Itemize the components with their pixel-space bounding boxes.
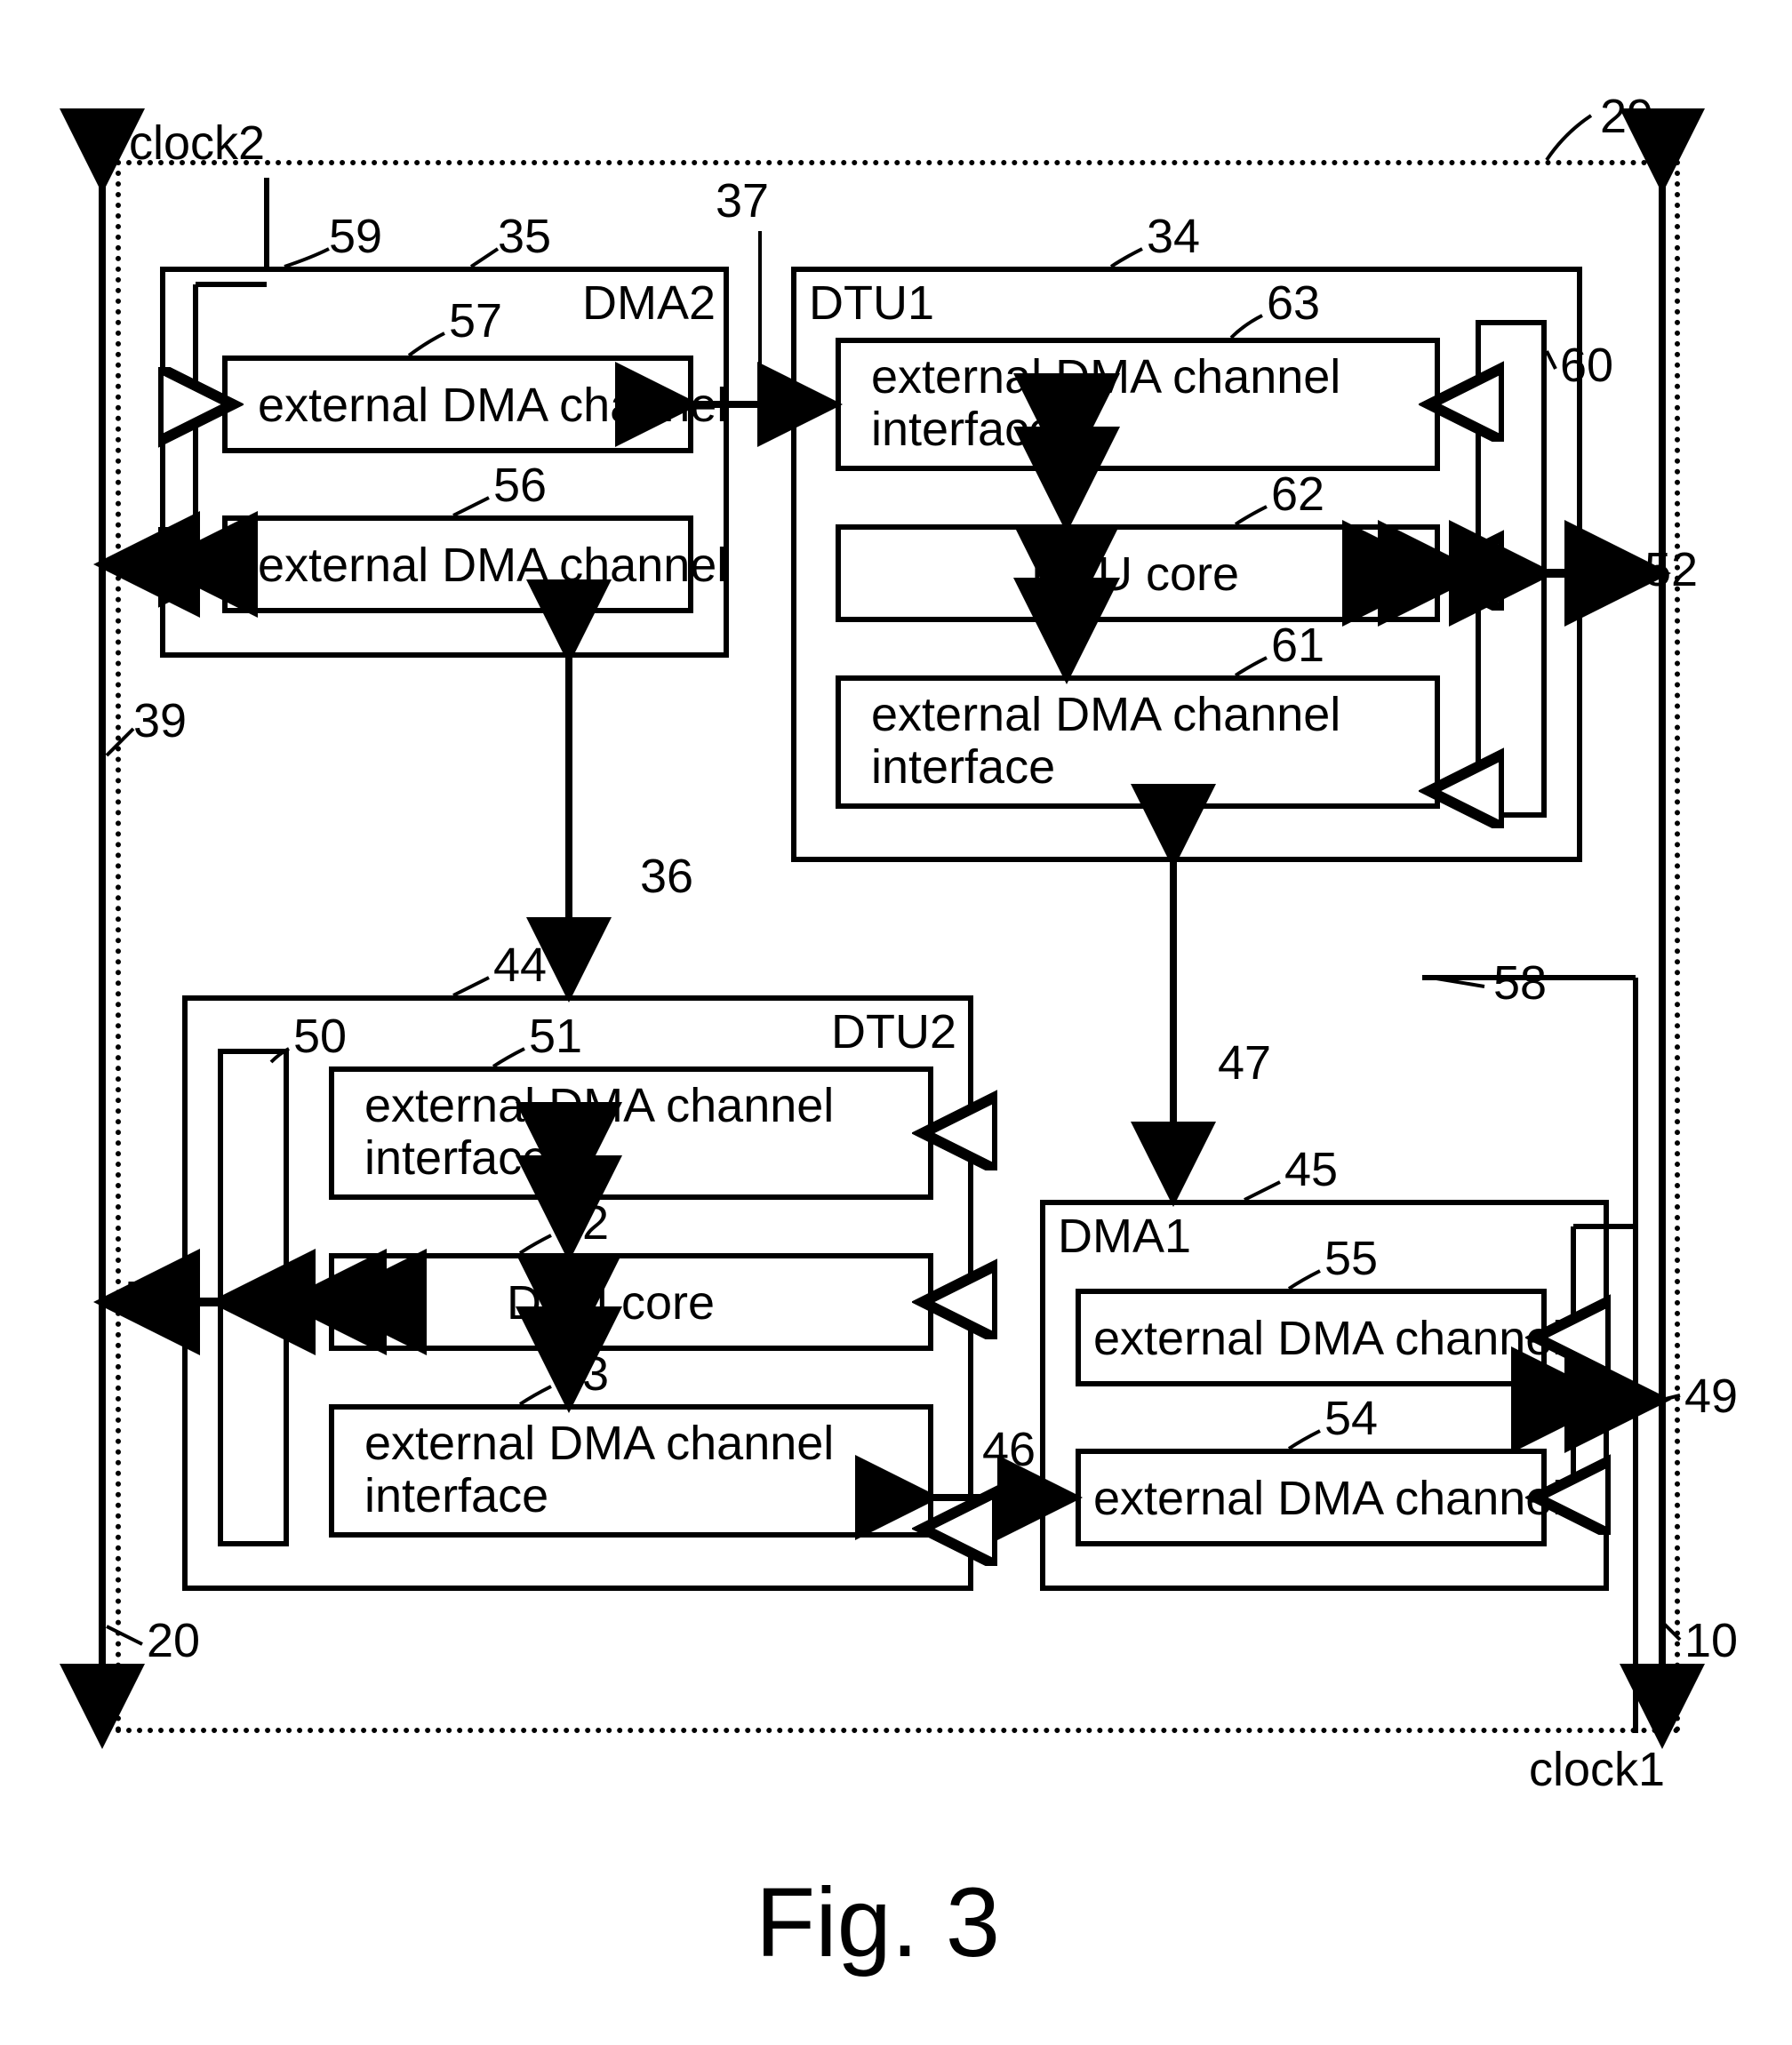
num-20: 20: [147, 1613, 200, 1668]
num-54: 54: [1324, 1391, 1378, 1446]
num-63: 63: [1267, 276, 1320, 331]
num-37: 37: [716, 173, 769, 228]
dtu1-core-label: DAU core: [1031, 547, 1239, 602]
dtu2-title: DTU2: [831, 1004, 956, 1059]
dma1-title: DMA1: [1058, 1209, 1191, 1264]
dtu2-bot-label: external DMA channel interface: [364, 1418, 898, 1523]
num-29: 29: [1600, 89, 1653, 144]
dma1-ch1-label: external DMA channel: [1093, 1311, 1563, 1366]
num-51i: 51: [529, 1009, 582, 1064]
num-61: 61: [1271, 618, 1324, 673]
dtu1-top-label: external DMA channel interface: [871, 351, 1404, 457]
dtu1-title: DTU1: [809, 276, 934, 331]
num-56: 56: [493, 458, 547, 513]
figure-title: Fig. 3: [756, 1866, 1000, 1979]
num-44: 44: [493, 938, 547, 993]
dtu1-bot-label: external DMA channel interface: [871, 689, 1404, 795]
num-35: 35: [498, 209, 551, 264]
dma1-ch2-label: external DMA channel: [1093, 1471, 1563, 1526]
dtu1-iface: [1476, 320, 1547, 818]
dma2-ch2-label: external DMA channel: [258, 538, 727, 593]
dtu2-top-label: external DMA channel interface: [364, 1080, 898, 1186]
num-58: 58: [1493, 955, 1547, 1011]
dma2-title: DMA2: [582, 276, 716, 331]
num-52ext: 52: [1644, 542, 1698, 597]
clock2-label: clock2: [129, 116, 265, 171]
num-50: 50: [293, 1009, 347, 1064]
num-45: 45: [1284, 1142, 1338, 1197]
num-60: 60: [1560, 338, 1613, 393]
num-51ext: 51: [124, 1271, 178, 1326]
num-59: 59: [329, 209, 382, 264]
num-57: 57: [449, 293, 502, 348]
num-47: 47: [1218, 1035, 1271, 1090]
num-62: 62: [1271, 467, 1324, 522]
num-34: 34: [1147, 209, 1200, 264]
num-10: 10: [1684, 1613, 1738, 1668]
clock1-label: clock1: [1529, 1742, 1665, 1797]
num-39: 39: [133, 693, 187, 748]
num-53: 53: [556, 1346, 609, 1402]
num-46: 46: [982, 1422, 1036, 1477]
num-49: 49: [1684, 1369, 1738, 1424]
num-52c: 52: [556, 1195, 609, 1250]
dtu2-core-label: DAU core: [507, 1275, 715, 1330]
diagram-canvas: external DMA channel external DMA channe…: [0, 0, 1792, 2045]
dtu2-iface: [218, 1049, 289, 1546]
num-55: 55: [1324, 1231, 1378, 1286]
dma2-ch1-label: external DMA channel: [258, 378, 727, 433]
num-36: 36: [640, 849, 693, 904]
